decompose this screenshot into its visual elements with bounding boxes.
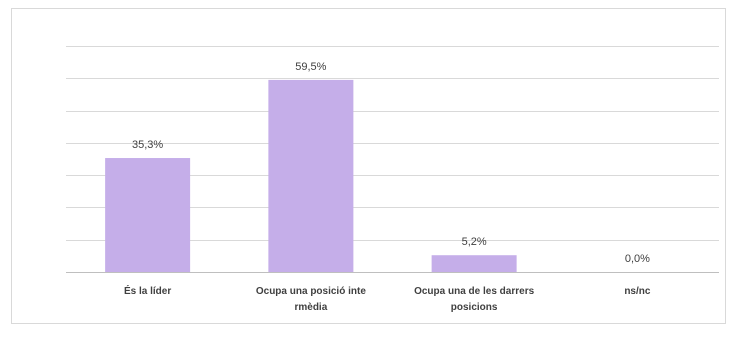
category-label: posicions — [451, 302, 498, 313]
data-label: 5,2% — [462, 236, 487, 248]
category-label: És la líder — [124, 284, 171, 297]
chart-frame: 35,3% És la líder 59,5% Ocupa una posició i… — [11, 8, 726, 324]
bar — [268, 79, 354, 273]
bar — [431, 255, 517, 272]
category-label: Ocupa una posició inte — [256, 286, 366, 297]
data-label: 35,3% — [132, 139, 163, 151]
bar — [105, 158, 191, 272]
category-label: Ocupa una de les darrers — [414, 286, 534, 297]
data-label: 0,0% — [625, 253, 650, 265]
data-label: 59,5% — [295, 61, 326, 73]
category-label: rmèdia — [294, 302, 327, 313]
category-label: ns/nc — [624, 286, 651, 297]
bar-chart: 35,3% És la líder 59,5% Ocupa una posició i… — [66, 46, 719, 313]
